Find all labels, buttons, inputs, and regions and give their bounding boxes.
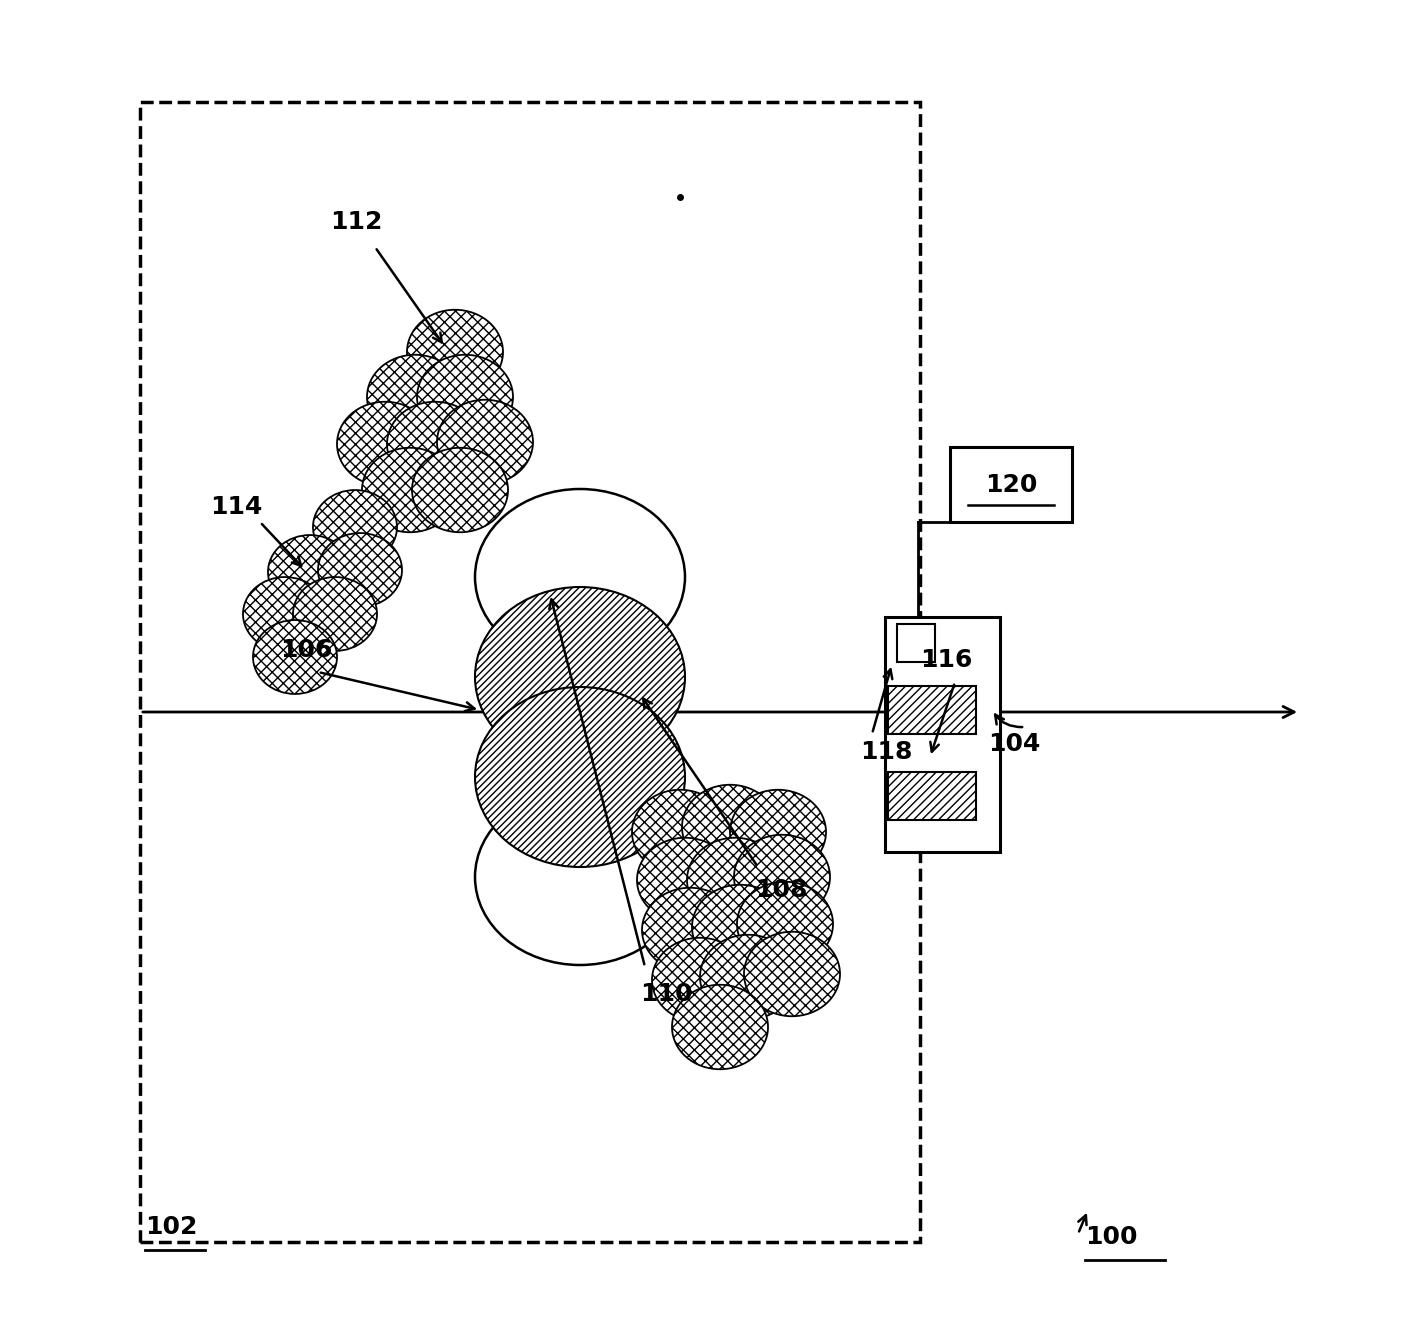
Ellipse shape — [744, 932, 840, 1016]
Ellipse shape — [367, 354, 463, 440]
Ellipse shape — [474, 489, 685, 665]
Text: 112: 112 — [330, 210, 383, 234]
Ellipse shape — [253, 619, 337, 694]
Text: 104: 104 — [988, 733, 1041, 757]
Ellipse shape — [637, 838, 733, 922]
Bar — [885, 617, 1000, 852]
Ellipse shape — [268, 535, 352, 609]
Ellipse shape — [474, 687, 685, 867]
Ellipse shape — [672, 984, 768, 1070]
Ellipse shape — [652, 938, 748, 1022]
Ellipse shape — [737, 882, 833, 966]
Ellipse shape — [337, 402, 433, 486]
Bar — [888, 686, 976, 734]
Ellipse shape — [730, 790, 826, 874]
Text: 114: 114 — [210, 496, 263, 519]
Ellipse shape — [692, 884, 788, 970]
Ellipse shape — [633, 790, 729, 874]
Text: 110: 110 — [640, 982, 692, 1006]
Text: 116: 116 — [921, 647, 973, 673]
Bar — [950, 448, 1072, 522]
Ellipse shape — [436, 400, 532, 485]
Ellipse shape — [474, 789, 685, 964]
Bar — [140, 103, 921, 1241]
Ellipse shape — [682, 785, 778, 870]
Text: 120: 120 — [984, 473, 1038, 497]
Text: 102: 102 — [145, 1215, 198, 1239]
Text: 108: 108 — [755, 878, 808, 902]
Ellipse shape — [688, 838, 784, 922]
Ellipse shape — [294, 577, 377, 651]
Text: 118: 118 — [860, 741, 912, 765]
Ellipse shape — [734, 835, 830, 919]
Ellipse shape — [417, 354, 513, 440]
Ellipse shape — [412, 448, 508, 533]
Ellipse shape — [387, 402, 483, 486]
Ellipse shape — [243, 577, 328, 651]
Ellipse shape — [474, 587, 685, 767]
Ellipse shape — [361, 448, 457, 533]
Ellipse shape — [407, 310, 503, 394]
Ellipse shape — [700, 935, 796, 1019]
Ellipse shape — [318, 533, 402, 607]
Text: 106: 106 — [280, 638, 332, 662]
Ellipse shape — [642, 887, 738, 972]
Text: 100: 100 — [1084, 1225, 1138, 1249]
Bar — [897, 623, 935, 662]
Bar — [888, 773, 976, 821]
Ellipse shape — [313, 490, 397, 563]
